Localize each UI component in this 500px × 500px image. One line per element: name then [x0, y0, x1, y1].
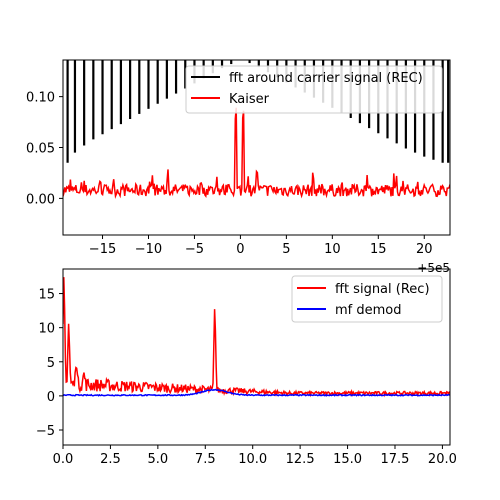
- top-y-tick-label: 0.00: [26, 192, 55, 207]
- kaiser-line: [63, 107, 450, 199]
- bottom-y-tick-label: −5: [36, 424, 55, 439]
- bottom-y-tick-label: 10: [38, 322, 55, 337]
- bottom-x-tick-label: 7.5: [195, 452, 216, 467]
- bottom-x-tick-label: 10.0: [238, 452, 267, 467]
- top-x-tick-label: 10: [324, 242, 341, 257]
- bottom-plot-area: [63, 277, 450, 398]
- top-y-ticks: 0.00 0.05 0.10: [26, 91, 63, 207]
- fft-signal-line: [63, 277, 450, 398]
- top-legend-box: [185, 65, 443, 114]
- legend-label-kaiser: Kaiser: [229, 92, 270, 107]
- bottom-y-tick-label: 5: [47, 356, 55, 371]
- top-x-tick-label: −15: [89, 242, 116, 257]
- bottom-x-ticks: 0.0 2.5 5.0 7.5 10.0 12.5 15.0 17.5 20.0: [53, 445, 457, 467]
- top-axes: −15 −10 −5 0 5 10 15 20 0.00 0.05 0.10 +5e5 fft a…: [26, 59, 451, 275]
- legend-label-fft-around-carrier: fft around carrier signal (REC): [229, 71, 423, 86]
- bottom-legend: fft signal (Rec) mf demod: [291, 275, 443, 323]
- top-x-tick-label: 20: [416, 242, 433, 257]
- top-x-tick-label: 15: [370, 242, 387, 257]
- bottom-y-ticks: −5 0 5 10 15: [36, 288, 63, 439]
- top-x-tick-label: −10: [135, 242, 162, 257]
- legend-label-fft-signal: fft signal (Rec): [335, 282, 430, 297]
- bottom-y-tick-label: 0: [47, 390, 55, 405]
- mf-demod-line: [63, 388, 450, 397]
- top-x-offset-label: +5e5: [417, 261, 450, 275]
- bottom-x-tick-label: 5.0: [148, 452, 169, 467]
- top-legend: fft around carrier signal (REC) Kaiser: [185, 65, 443, 114]
- top-x-tick-label: 0: [236, 242, 244, 257]
- top-y-tick-label: 0.05: [26, 142, 55, 157]
- bottom-x-tick-label: 20.0: [428, 452, 457, 467]
- top-x-tick-label: −5: [185, 242, 204, 257]
- bottom-x-tick-label: 15.0: [333, 452, 362, 467]
- top-y-tick-label: 0.10: [26, 91, 55, 106]
- bottom-x-tick-label: 2.5: [100, 452, 121, 467]
- bottom-axes-frame: [62, 268, 451, 446]
- legend-label-mf-demod: mf demod: [335, 303, 402, 318]
- bottom-y-tick-label: 15: [38, 288, 55, 303]
- top-x-tick-label: 5: [282, 242, 290, 257]
- bottom-x-tick-label: 12.5: [286, 452, 315, 467]
- bottom-axes: 0.0 2.5 5.0 7.5 10.0 12.5 15.0 17.5 20.0 −5 0 5 10 1…: [36, 268, 457, 467]
- top-x-ticks: −15 −10 −5 0 5 10 15 20: [89, 235, 433, 257]
- bottom-legend-box: [291, 275, 443, 323]
- bottom-x-tick-label: 0.0: [53, 452, 74, 467]
- bottom-x-tick-label: 17.5: [381, 452, 410, 467]
